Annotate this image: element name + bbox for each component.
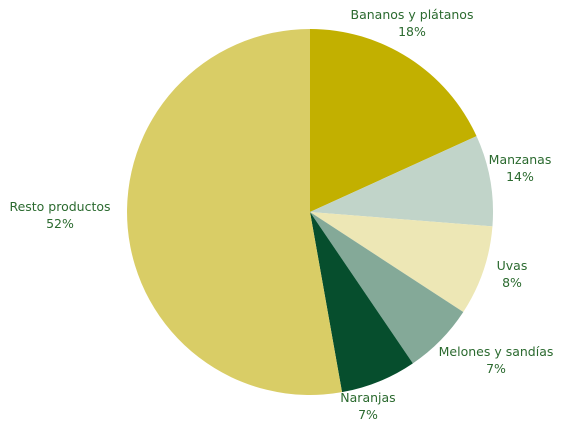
slice-percent: 7% (486, 361, 506, 376)
pie-slice-melones-y-sandias (310, 212, 464, 364)
slice-label-manzanas: Manzanas 14% (489, 152, 552, 184)
slice-percent: 18% (398, 24, 426, 39)
pie-slice-resto-productos (127, 29, 343, 396)
slice-name: Naranjas (340, 390, 395, 405)
pie-slice-manzanas (310, 136, 494, 227)
slice-label-uvas: Uvas 8% (497, 258, 528, 290)
slice-name: Bananos y plátanos (351, 7, 474, 22)
slice-label-bananos-y-platanos: Bananos y plátanos 18% (351, 7, 474, 39)
slice-name: Uvas (497, 258, 528, 273)
slice-label-resto-productos: Resto productos 52% (9, 199, 110, 231)
slice-name: Melones y sandías (439, 344, 554, 359)
slice-label-naranjas: Naranjas 7% (340, 390, 395, 422)
slice-percent: 52% (46, 216, 74, 231)
slice-name: Resto productos (9, 199, 110, 214)
pie-slice-bananos-y-platanos (310, 29, 477, 212)
slice-percent: 8% (502, 275, 522, 290)
pie-slice-uvas (310, 212, 493, 312)
slice-name: Manzanas (489, 152, 552, 167)
slice-percent: 7% (358, 407, 378, 422)
slice-percent: 14% (506, 169, 534, 184)
slice-label-melones-y-sandias: Melones y sandías 7% (439, 344, 554, 376)
pie-slice-naranjas (310, 212, 413, 393)
pie-slices (127, 29, 494, 396)
pie-labels: Bananos y plátanos 18% Manzanas 14% Uvas 8% Me… (9, 7, 553, 422)
